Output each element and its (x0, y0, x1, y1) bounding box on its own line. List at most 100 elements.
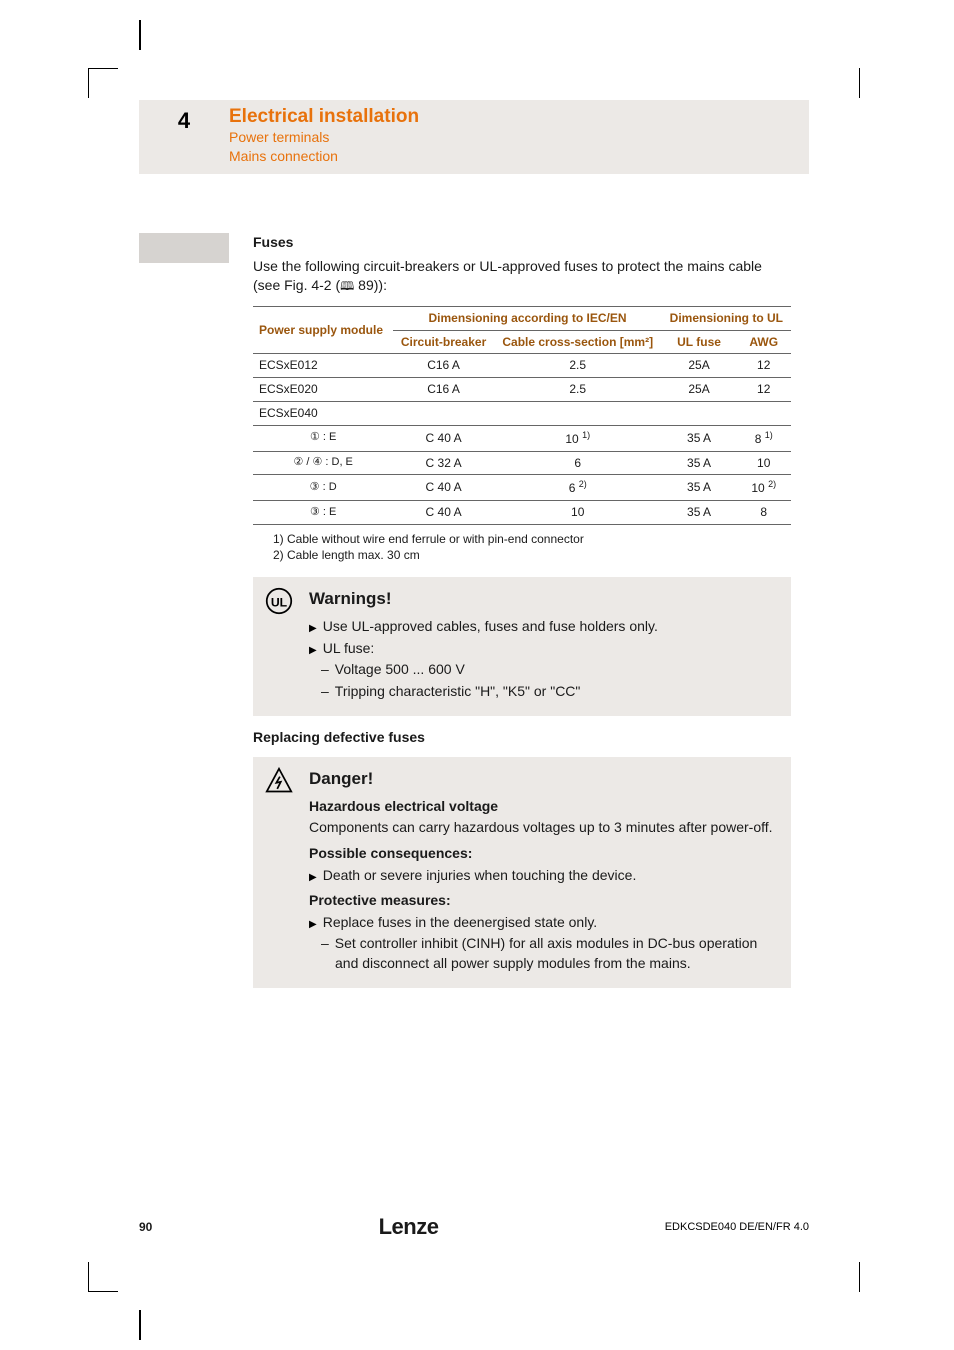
crop-mark-br (830, 1262, 860, 1292)
crop-mark-tr (830, 68, 860, 98)
fuses-heading: Fuses (253, 233, 791, 253)
val: 10 (565, 432, 578, 446)
th-module: Power supply module (253, 306, 393, 354)
danger-sub3: Protective measures: (309, 891, 779, 911)
table-row: ③ : D C 40 A 6 2) 35 A 10 2) (253, 475, 791, 501)
cell-cross: 6 (494, 451, 662, 475)
val: 10 (751, 481, 764, 495)
cell-sym: ③ : E (253, 501, 393, 525)
page-content: Fuses Use the following circuit-breakers… (253, 233, 791, 1000)
page-number: 90 (139, 1220, 152, 1234)
cell-sym: ③ : D (253, 475, 393, 501)
cell-cb: C16 A (393, 378, 493, 402)
danger-callout: Danger! Hazardous electrical voltage Com… (253, 757, 791, 988)
cell-cross: 6 2) (494, 475, 662, 501)
cell-cross: 10 1) (494, 425, 662, 451)
cell-ulf: 35 A (662, 425, 737, 451)
cell-awg: 10 (736, 451, 791, 475)
cell-awg: 8 1) (736, 425, 791, 451)
table-row: ECSxE020 C16 A 2.5 25A 12 (253, 378, 791, 402)
fuses-intro-text: Use the following circuit-breakers or UL… (253, 258, 762, 294)
chapter-subtitle-2: Mains connection (229, 147, 419, 166)
cell-ulf: 25A (662, 354, 737, 378)
page-footer: 90 Lenze EDKCSDE040 DE/EN/FR 4.0 (139, 1214, 809, 1240)
cell-e040: ECSxE040 (253, 401, 791, 425)
lenze-logo: Lenze (379, 1214, 439, 1240)
crop-mark-tl (88, 68, 118, 98)
text-cursor-top (139, 20, 141, 50)
ul-icon: UL (265, 587, 293, 621)
cell-sym: ② / ④ : D, E (253, 451, 393, 475)
warnings-body: Warnings! Use UL-approved cables, fuses … (309, 587, 779, 703)
danger-li2a: Set controller inhibit (CINH) for all ax… (309, 934, 779, 973)
sup: 1) (765, 430, 773, 440)
cell-ulf: 35 A (662, 451, 737, 475)
th-circuit-breaker: Circuit-breaker (393, 330, 493, 354)
fuses-intro-ref: 89)): (354, 277, 387, 293)
crop-mark-bl (88, 1262, 118, 1292)
table-footnotes: 1) Cable without wire end ferrule or wit… (273, 531, 791, 563)
book-icon: 🕮 (340, 279, 354, 293)
chapter-heading-block: Electrical installation Power terminals … (229, 106, 419, 166)
warnings-title: Warnings! (309, 587, 779, 611)
th-iec: Dimensioning according to IEC/EN (393, 306, 661, 330)
warnings-callout: UL Warnings! Use UL-approved cables, fus… (253, 577, 791, 715)
cell-cb: C16 A (393, 354, 493, 378)
document-id: EDKCSDE040 DE/EN/FR 4.0 (665, 1221, 809, 1233)
text-cursor-bottom (139, 1310, 141, 1340)
table-row: ECSxE012 C16 A 2.5 25A 12 (253, 354, 791, 378)
cell-cb: C 40 A (393, 501, 493, 525)
th-ul-fuse: UL fuse (662, 330, 737, 354)
th-ul: Dimensioning to UL (662, 306, 791, 330)
page-header-band: 4 Electrical installation Power terminal… (139, 100, 809, 174)
cell-ulf: 25A (662, 378, 737, 402)
danger-title: Danger! (309, 767, 779, 791)
cell-sym: ① : E (253, 425, 393, 451)
replace-fuses-heading: Replacing defective fuses (253, 728, 791, 748)
cell-cb: C 40 A (393, 425, 493, 451)
cell-awg: 8 (736, 501, 791, 525)
th-awg: AWG (736, 330, 791, 354)
warnings-li2: UL fuse: (309, 639, 779, 659)
cell-cross: 2.5 (494, 378, 662, 402)
warnings-li2b: Tripping characteristic "H", "K5" or "CC… (309, 682, 779, 702)
val: 8 (755, 432, 762, 446)
cell-awg: 10 2) (736, 475, 791, 501)
danger-body: Danger! Hazardous electrical voltage Com… (309, 767, 779, 976)
warnings-li1: Use UL-approved cables, fuses and fuse h… (309, 617, 779, 637)
cell-ulf: 35 A (662, 501, 737, 525)
table-row: ① : E C 40 A 10 1) 35 A 8 1) (253, 425, 791, 451)
sup: 2) (768, 479, 776, 489)
cell-model: ECSxE020 (253, 378, 393, 402)
chapter-subtitle-1: Power terminals (229, 128, 419, 147)
fuse-table: Power supply module Dimensioning accordi… (253, 306, 791, 525)
danger-body1: Components can carry hazardous voltages … (309, 818, 779, 838)
table-row: ③ : E C 40 A 10 35 A 8 (253, 501, 791, 525)
danger-li2: Replace fuses in the deenergised state o… (309, 913, 779, 933)
footnote-1: 1) Cable without wire end ferrule or wit… (273, 531, 791, 547)
footnote-2: 2) Cable length max. 30 cm (273, 547, 791, 563)
sup: 2) (579, 479, 587, 489)
chapter-number: 4 (139, 106, 229, 134)
fuses-intro: Use the following circuit-breakers or UL… (253, 257, 791, 296)
cell-model: ECSxE012 (253, 354, 393, 378)
cell-ulf: 35 A (662, 475, 737, 501)
danger-sub1: Hazardous electrical voltage (309, 797, 779, 817)
svg-text:UL: UL (271, 596, 288, 610)
th-cross-section: Cable cross-section [mm²] (494, 330, 662, 354)
cell-cb: C 32 A (393, 451, 493, 475)
sup: 1) (582, 430, 590, 440)
cell-cross: 10 (494, 501, 662, 525)
cell-cb: C 40 A (393, 475, 493, 501)
cell-awg: 12 (736, 378, 791, 402)
cell-awg: 12 (736, 354, 791, 378)
warnings-li2a: Voltage 500 ... 600 V (309, 660, 779, 680)
danger-li1: Death or severe injuries when touching t… (309, 866, 779, 886)
val: 6 (569, 481, 576, 495)
danger-icon (265, 767, 293, 801)
table-row-e040: ECSxE040 (253, 401, 791, 425)
table-row: ② / ④ : D, E C 32 A 6 35 A 10 (253, 451, 791, 475)
cell-cross: 2.5 (494, 354, 662, 378)
danger-sub2: Possible consequences: (309, 844, 779, 864)
chapter-title: Electrical installation (229, 106, 419, 128)
